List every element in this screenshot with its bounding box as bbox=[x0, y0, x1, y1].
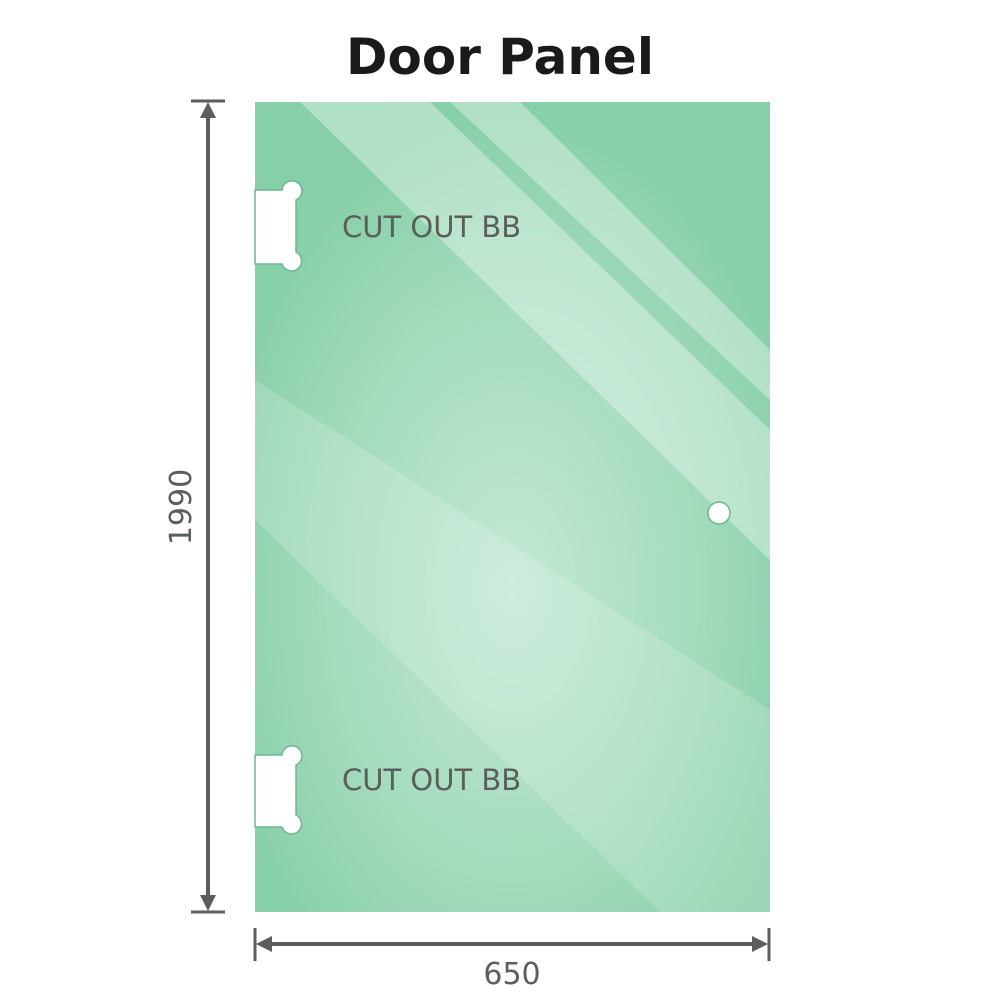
width-dimension bbox=[253, 928, 771, 961]
cutout-top bbox=[254, 180, 303, 272]
cutout-bottom bbox=[254, 745, 303, 835]
handle-hole bbox=[707, 501, 731, 525]
cutout-label-bottom: CUT OUT BB bbox=[342, 763, 521, 797]
cutout-label-top: CUT OUT BB bbox=[342, 210, 521, 244]
height-dimension bbox=[191, 99, 225, 914]
glass-reflection bbox=[255, 380, 770, 912]
arrow-left-icon bbox=[256, 936, 272, 952]
page-title: Door Panel bbox=[346, 28, 654, 86]
glass-panel bbox=[254, 102, 770, 912]
height-label: 1990 bbox=[164, 469, 199, 545]
arrow-right-icon bbox=[752, 936, 768, 952]
arrow-up-icon bbox=[200, 102, 216, 118]
glass-reflection bbox=[450, 102, 770, 400]
width-label: 650 bbox=[483, 957, 540, 992]
arrow-down-icon bbox=[200, 895, 216, 911]
glass-reflection bbox=[300, 102, 770, 560]
